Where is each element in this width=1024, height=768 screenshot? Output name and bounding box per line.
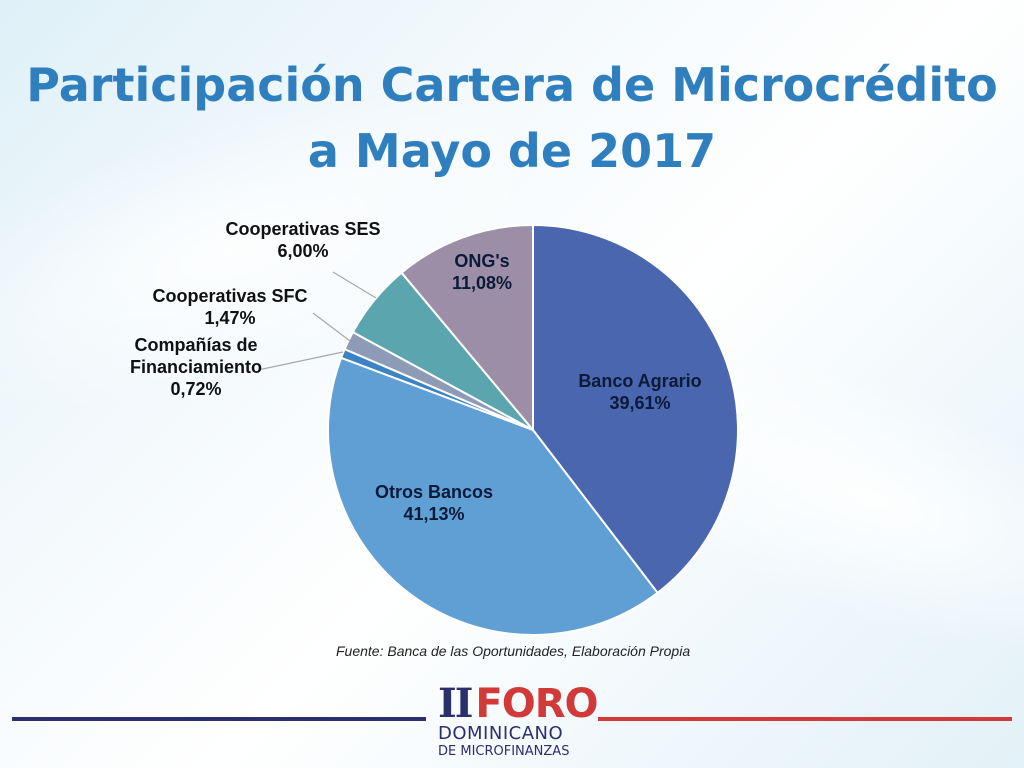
title-line-1: Participación Cartera de Microcrédito xyxy=(26,58,998,112)
logo-line-1: DOMINICANO xyxy=(438,723,564,744)
leader-line xyxy=(257,351,344,371)
pie-slice-otros-bancos xyxy=(327,356,659,636)
slice-value-label: 11,08% xyxy=(452,273,512,293)
leader-line xyxy=(332,271,377,299)
slice-value-label: 1,47% xyxy=(204,308,255,328)
pie-slice-ong-s xyxy=(400,223,534,433)
slice-value-label: 39,61% xyxy=(609,393,670,413)
title-line-2: a Mayo de 2017 xyxy=(307,124,717,178)
left-rule xyxy=(12,717,426,721)
slice-value-label: 0,72% xyxy=(170,379,221,399)
pie-slice-banco-agrario xyxy=(532,223,739,595)
slice-category-label: Banco Agrario xyxy=(578,371,701,391)
slice-category-label: Cooperativas SFC xyxy=(152,286,307,306)
logo-word: FORO xyxy=(475,681,598,727)
right-rule xyxy=(598,717,1012,721)
slide-title: Participación Cartera de Microcrédito a … xyxy=(0,52,1024,184)
slice-category-label: Financiamiento xyxy=(130,357,262,377)
source-note: Fuente: Banca de las Oportunidades, Elab… xyxy=(336,643,691,659)
slice-value-label: 41,13% xyxy=(403,504,464,524)
logo-roman-numeral: II xyxy=(438,680,473,727)
slice-category-label: Compañías de xyxy=(134,335,257,355)
foro-logo: II FORO DOMINICANO DE MICROFINANZAS xyxy=(438,680,599,764)
slice-category-label: Cooperativas SES xyxy=(225,219,380,239)
logo-line-2: DE MICROFINANZAS xyxy=(438,744,570,759)
leader-line xyxy=(312,312,351,342)
slice-value-label: 6,00% xyxy=(277,241,328,261)
slice-category-label: Otros Bancos xyxy=(375,482,493,502)
slice-category-label: ONG's xyxy=(454,251,509,271)
